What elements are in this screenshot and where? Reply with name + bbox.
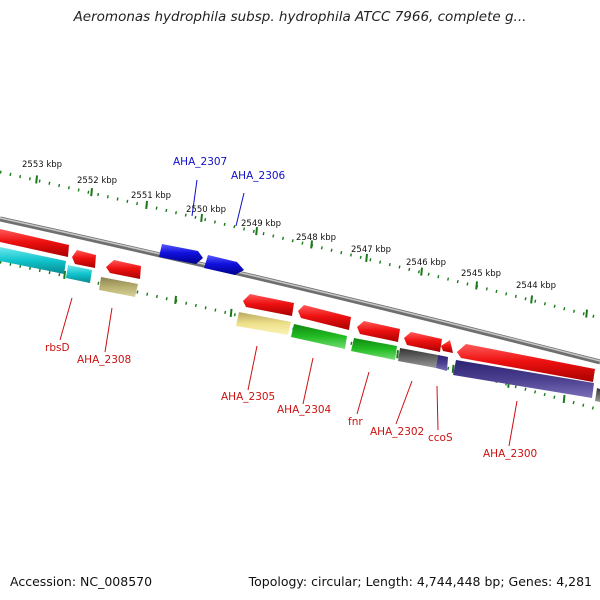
genome-backbone xyxy=(0,216,600,365)
gene-label-fnr[interactable]: fnr xyxy=(348,416,363,428)
kbp-ruler: 2553 kbp 2552 kbp 2551 kbp 2550 kbp 2549… xyxy=(0,160,600,320)
ruler-major-tick xyxy=(420,267,423,276)
gene-label-aha-2308[interactable]: AHA_2308 xyxy=(77,354,131,366)
connector-aha-2307 xyxy=(191,179,198,217)
gene-feature-blue[interactable] xyxy=(204,255,244,275)
gene-feature-red[interactable] xyxy=(457,344,595,382)
gene-label-aha-2307[interactable]: AHA_2307 xyxy=(173,156,227,168)
gene-feature-green[interactable] xyxy=(291,324,347,349)
ruler-major-tick xyxy=(396,350,399,359)
connector-aha-2302 xyxy=(395,380,413,425)
label-connectors xyxy=(59,179,518,447)
ruler-label: 2544 kbp xyxy=(516,281,556,291)
ruler-label: 2546 kbp xyxy=(406,258,446,268)
ruler-label: 2551 kbp xyxy=(131,191,171,201)
gene-label-aha-2305[interactable]: AHA_2305 xyxy=(221,391,275,403)
gene-feature-red[interactable] xyxy=(357,321,400,342)
ruler-label: 2553 kbp xyxy=(22,160,62,170)
gene-label-aha-2300[interactable]: AHA_2300 xyxy=(483,448,537,460)
gene-feature-navy[interactable] xyxy=(453,360,594,398)
gene-feature-olive[interactable] xyxy=(99,277,138,297)
inner-ruler-minor-ticks xyxy=(0,260,600,412)
ruler-label: 2550 kbp xyxy=(186,205,226,215)
ruler-major-tick xyxy=(451,364,455,373)
gene-feature-gray[interactable] xyxy=(595,388,600,402)
ruler-major-tick xyxy=(475,281,478,290)
gene-label-aha-2302[interactable]: AHA_2302 xyxy=(370,426,424,438)
ruler-major-ticks xyxy=(35,175,588,318)
gene-feature-red[interactable] xyxy=(243,294,294,316)
ruler-major-tick xyxy=(229,308,233,317)
ruler-major-tick xyxy=(63,270,66,280)
ruler-label: 2547 kbp xyxy=(351,245,391,255)
ruler-major-tick xyxy=(35,175,38,184)
connector-aha-2300 xyxy=(508,400,518,447)
ruler-major-tick xyxy=(200,213,203,223)
gene-feature-yellow[interactable] xyxy=(236,312,291,335)
gene-feature-red[interactable] xyxy=(298,305,351,330)
ruler-major-tick xyxy=(530,295,533,304)
ruler-label: 2545 kbp xyxy=(461,269,501,279)
connector-aha-2308 xyxy=(104,307,113,353)
connector-aha-2304 xyxy=(302,357,314,405)
gene-feature-blue[interactable] xyxy=(159,244,203,264)
connector-aha-2305 xyxy=(247,345,258,391)
ruler-label: 2548 kbp xyxy=(296,233,336,243)
gene-feature-cyan[interactable] xyxy=(0,247,66,274)
gene-features xyxy=(0,229,600,402)
ruler-major-tick xyxy=(255,226,258,236)
gene-feature-red[interactable] xyxy=(72,250,96,268)
ruler-major-tick xyxy=(174,295,177,304)
connector-rbsd xyxy=(59,297,73,341)
ruler-major-tick xyxy=(310,240,313,249)
ruler-major-tick xyxy=(562,394,566,404)
gene-feature-red[interactable] xyxy=(0,229,69,257)
ruler-minor-ticks xyxy=(0,170,600,320)
gene-feature-green[interactable] xyxy=(351,338,397,360)
ruler-major-tick xyxy=(90,187,93,197)
gene-labels: AHA_2307 AHA_2306 rbsD AHA_2308 AHA_2305… xyxy=(45,156,537,460)
gene-label-ccos[interactable]: ccoS xyxy=(428,432,453,444)
ruler-label: 2549 kbp xyxy=(241,219,281,229)
gene-feature-red[interactable] xyxy=(106,260,141,279)
gene-feature-cyan[interactable] xyxy=(66,265,92,283)
map-title: Aeromonas hydrophila subsp. hydrophila A… xyxy=(73,9,527,25)
ruler-label: 2552 kbp xyxy=(77,176,117,186)
connector-aha-2306 xyxy=(235,192,245,227)
gene-label-rbsd[interactable]: rbsD xyxy=(45,342,70,354)
ruler-labels: 2553 kbp 2552 kbp 2551 kbp 2550 kbp 2549… xyxy=(22,160,556,291)
gene-feature-red[interactable] xyxy=(441,340,453,353)
accession-text: Accession: NC_008570 xyxy=(10,574,153,589)
gene-label-aha-2304[interactable]: AHA_2304 xyxy=(277,404,332,416)
gene-feature-navy[interactable] xyxy=(436,355,448,371)
ruler-major-tick xyxy=(145,200,148,210)
gene-feature-gray[interactable] xyxy=(398,348,438,368)
gene-label-aha-2306[interactable]: AHA_2306 xyxy=(231,170,286,182)
connector-ccos xyxy=(436,385,439,431)
ruler-major-tick xyxy=(365,253,368,263)
gene-feature-red[interactable] xyxy=(404,332,442,352)
ruler-major-tick xyxy=(585,309,588,318)
connector-fnr xyxy=(356,371,370,415)
genome-summary-text: Topology: circular; Length: 4,744,448 bp… xyxy=(248,574,592,589)
